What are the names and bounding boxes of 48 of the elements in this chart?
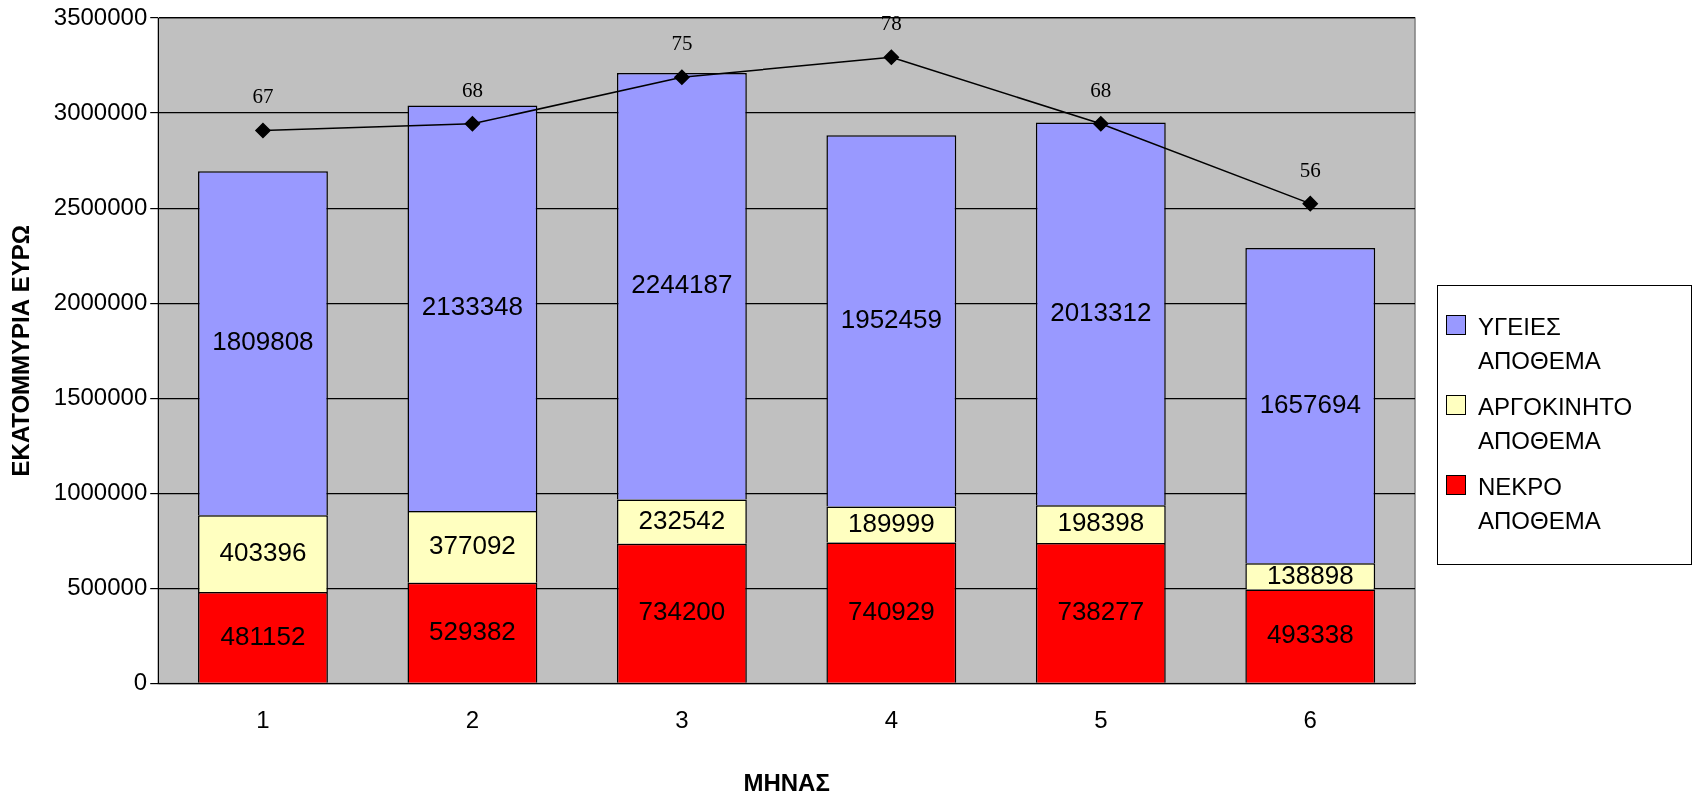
x-tick-label: 5 [1094, 706, 1108, 734]
y-tick-label: 2500000 [53, 192, 148, 220]
point [1302, 195, 1319, 212]
legend-label: ΑΡΓΟΚΙΝΗΤΟ ΑΠΟΘΕΜΑ [1478, 392, 1634, 456]
data-label: 2013312 [1050, 297, 1152, 328]
data-label: 67 [252, 84, 274, 109]
data-label: 734200 [638, 596, 726, 627]
data-label: 2244187 [631, 269, 733, 300]
point [255, 122, 271, 139]
data-label: 56 [1299, 157, 1321, 182]
data-label: 1952459 [840, 303, 942, 334]
data-label: 1657694 [1259, 388, 1361, 419]
data-label: 740929 [847, 595, 935, 626]
x-tick-label: 3 [675, 706, 689, 734]
y-tick-label: 0 [133, 668, 148, 696]
y-tick-label: 500000 [67, 572, 148, 600]
data-label: 232542 [638, 504, 726, 535]
data-label: 481152 [220, 620, 306, 651]
point [883, 49, 900, 66]
legend-label: ΝΕΚΡΟ ΑΠΟΘΕΜΑ [1478, 472, 1602, 536]
x-axis-title: ΜΗΝΑΣ [743, 769, 830, 797]
data-label: 75 [671, 31, 693, 56]
data-label: 529382 [429, 615, 516, 646]
x-tick-label: 2 [465, 706, 480, 734]
x-tick-label: 6 [1303, 706, 1317, 734]
point [674, 69, 690, 85]
data-label: 403396 [219, 536, 307, 567]
point [1093, 116, 1109, 132]
legend-label: ΥΓΕΙΕΣ ΑΠΟΘΕΜΑ [1478, 312, 1602, 376]
y-tick-label: 2000000 [53, 287, 148, 315]
x-tick-label: 4 [884, 706, 899, 734]
data-label: 2133348 [421, 291, 524, 322]
data-label: 68 [1090, 77, 1112, 102]
y-axis-title: ΕΚΑΤΟΜΜΥΡΙΑ ΕΥΡΩ [7, 224, 35, 477]
y-tick-label: 3000000 [53, 97, 148, 125]
y-tick-label: 1500000 [53, 382, 148, 410]
x-tick-label: 1 [256, 706, 270, 734]
data-label: 738277 [1057, 596, 1145, 627]
data-label: 493338 [1266, 619, 1354, 650]
data-label: 198398 [1057, 507, 1145, 538]
data-label: 1809808 [212, 326, 314, 357]
data-label: 138898 [1266, 559, 1354, 590]
data-label: 377092 [429, 530, 516, 561]
data-label: 68 [461, 77, 483, 102]
y-tick-label: 3500000 [53, 2, 148, 30]
y-tick-label: 1000000 [53, 477, 148, 505]
data-label: 189999 [847, 507, 935, 538]
point [464, 116, 481, 132]
